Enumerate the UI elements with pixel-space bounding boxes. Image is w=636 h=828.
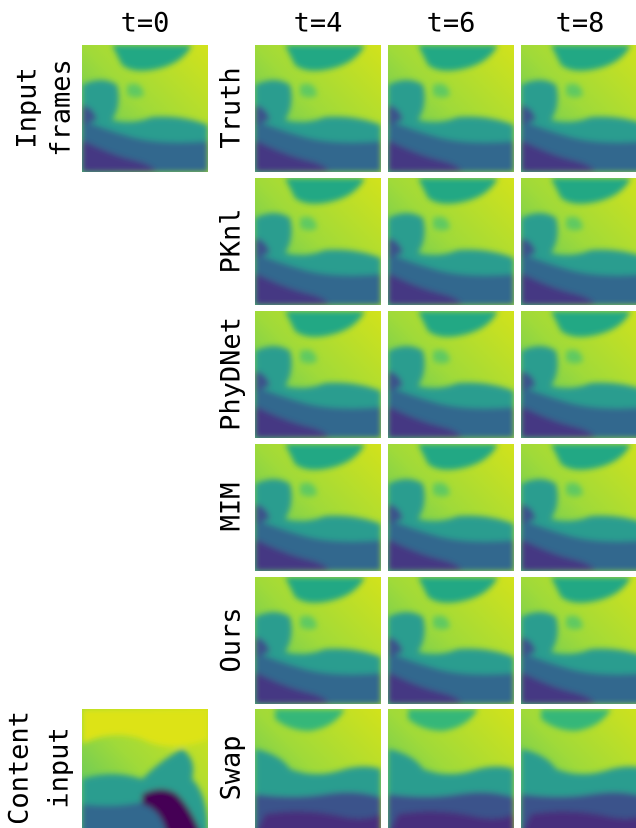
column-header: t=4 <box>294 8 343 39</box>
frame-image <box>521 444 636 571</box>
frame-image <box>521 709 636 828</box>
frame-image <box>388 444 514 571</box>
column-header: t=8 <box>556 8 605 39</box>
frame-image <box>255 577 381 704</box>
frame-image <box>255 178 381 305</box>
frame-image <box>82 45 208 172</box>
row-label: PhyDNet <box>216 317 247 431</box>
figure: t=0 t=4 t=6 t=8 Input frames Content inp… <box>0 0 636 828</box>
frame-image <box>388 178 514 305</box>
frame-image <box>255 45 381 172</box>
side-label: input <box>44 727 75 808</box>
side-label: Content <box>4 711 35 825</box>
frame-image <box>82 709 208 828</box>
frame-image <box>521 577 636 704</box>
frame-image <box>255 311 381 438</box>
row-label: Truth <box>216 67 247 148</box>
row-label: Swap <box>216 735 247 800</box>
column-header: t=0 <box>121 8 170 39</box>
frame-image <box>255 444 381 571</box>
frame-image <box>521 45 636 172</box>
frame-image <box>521 311 636 438</box>
side-label: Input <box>12 67 43 148</box>
frame-image <box>388 577 514 704</box>
side-label: frames <box>46 59 77 157</box>
row-label: MIM <box>216 483 247 532</box>
column-header: t=6 <box>427 8 476 39</box>
row-label: Ours <box>216 607 247 672</box>
prediction-grid <box>255 45 636 828</box>
row-label: PKnl <box>216 208 247 273</box>
frame-image <box>388 45 514 172</box>
frame-image <box>388 709 514 828</box>
frame-image <box>388 311 514 438</box>
frame-image <box>521 178 636 305</box>
frame-image <box>255 709 381 828</box>
